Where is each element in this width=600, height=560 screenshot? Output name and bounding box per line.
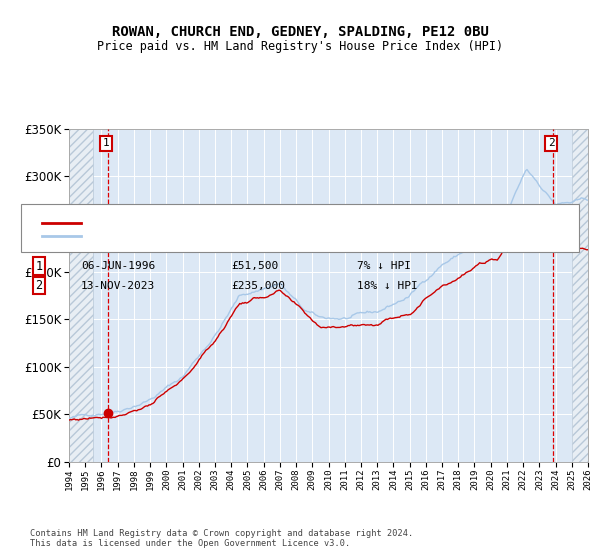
Text: Price paid vs. HM Land Registry's House Price Index (HPI): Price paid vs. HM Land Registry's House …	[97, 40, 503, 53]
Bar	[69, 129, 94, 462]
Text: 1: 1	[103, 138, 109, 148]
Text: ROWAN, CHURCH END, GEDNEY, SPALDING, PE12 0BU (detached house): ROWAN, CHURCH END, GEDNEY, SPALDING, PE1…	[87, 218, 459, 228]
Text: 2: 2	[548, 138, 554, 148]
Text: HPI: Average price, detached house, South Holland: HPI: Average price, detached house, Sout…	[87, 231, 381, 241]
Bar	[572, 129, 588, 462]
Text: 06-JUN-1996: 06-JUN-1996	[81, 261, 155, 271]
Text: £235,000: £235,000	[231, 281, 285, 291]
Text: ROWAN, CHURCH END, GEDNEY, SPALDING, PE12 0BU: ROWAN, CHURCH END, GEDNEY, SPALDING, PE1…	[112, 25, 488, 39]
Text: 7% ↓ HPI: 7% ↓ HPI	[357, 261, 411, 271]
Text: 18% ↓ HPI: 18% ↓ HPI	[357, 281, 418, 291]
Text: 1: 1	[35, 259, 43, 273]
Text: £51,500: £51,500	[231, 261, 278, 271]
Text: 2: 2	[35, 279, 43, 292]
Text: Contains HM Land Registry data © Crown copyright and database right 2024.
This d: Contains HM Land Registry data © Crown c…	[30, 529, 413, 548]
Text: 13-NOV-2023: 13-NOV-2023	[81, 281, 155, 291]
